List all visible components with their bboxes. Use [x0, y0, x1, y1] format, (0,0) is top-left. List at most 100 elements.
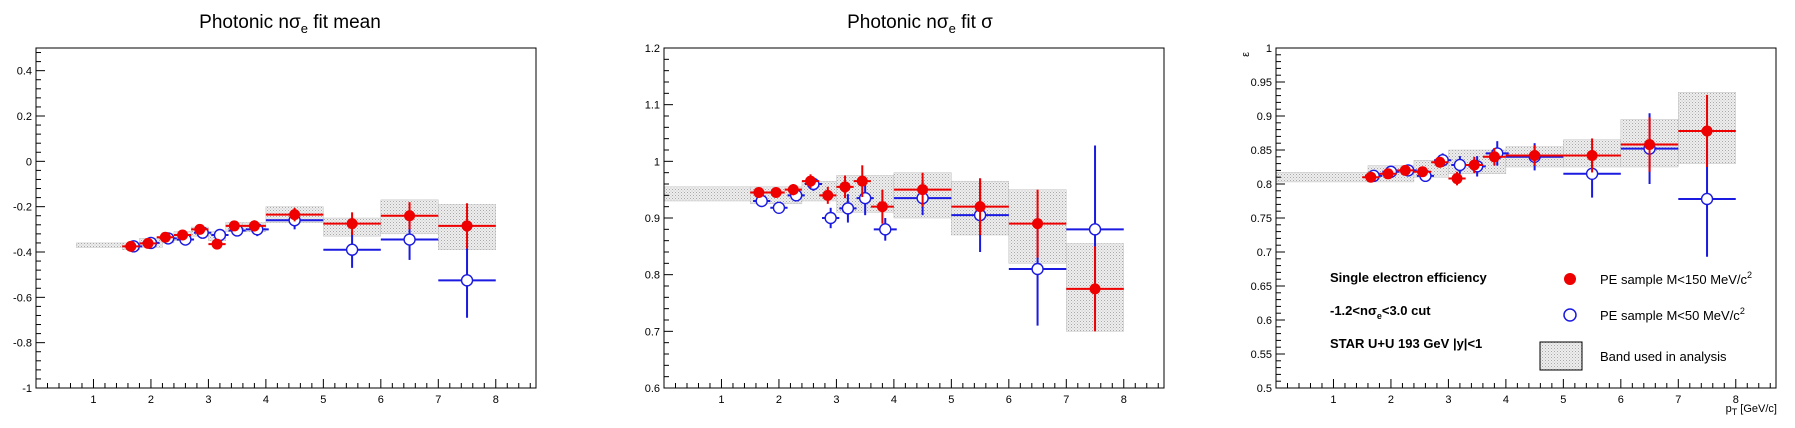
panel-1-frame [35, 47, 537, 389]
panel-1-series-filled [122, 202, 496, 252]
x-tick-label: 3 [833, 394, 839, 406]
panel-3-series-filled [1362, 94, 1736, 186]
y-tick-label: 0.7 [645, 326, 660, 338]
y-tick-label: -0.4 [13, 247, 32, 259]
x-tick-label: 2 [776, 394, 782, 406]
x-tick-label: 6 [378, 394, 384, 406]
filled-point-10 [1008, 189, 1067, 258]
filled-point-0 [750, 187, 768, 198]
filled-point-3 [173, 229, 192, 241]
y-tick-label: 0.85 [1251, 145, 1272, 157]
y-tick-label: 0.55 [1251, 349, 1272, 361]
legend-note-2: -1.2<nσe<3.0 cut [1330, 303, 1431, 321]
filled-point-1 [139, 237, 157, 249]
x-tick-label: 1 [1330, 394, 1336, 406]
x-tick-label: 8 [1121, 394, 1127, 406]
filled-point-6 [1465, 156, 1483, 174]
filled-point-1 [1379, 168, 1397, 180]
filled-point-11 [1066, 246, 1124, 332]
x-tick-label: 7 [1063, 394, 1069, 406]
x-tick-label: 4 [1503, 394, 1509, 406]
open-point-7 [873, 218, 897, 241]
panel-3: ε pT [GeV/c] 1 2 3 4 5 6 7 8 0.5 0.55 0.6 0.65 0.7 0.… [1240, 43, 1777, 417]
y-tick-label: 0.4 [17, 66, 32, 78]
filled-point-4 [191, 223, 209, 235]
legend-entry-filled: PE sample M<150 MeV/c2 [1600, 270, 1752, 287]
panel-3-axes: 1 2 3 4 5 6 7 8 0.5 0.55 0.6 0.65 0.7 0.75 0.8 0.85 0.9 0… [1251, 43, 1771, 406]
band-0 [663, 186, 751, 202]
legend-entry-band: Band used in analysis [1600, 349, 1727, 364]
panel-1-bands [76, 199, 496, 250]
filled-point-5 [836, 175, 854, 199]
x-tick-label: 6 [1006, 394, 1012, 406]
panel-3-legend: Single electron efficiency -1.2<nσe<3.0 … [1330, 270, 1752, 371]
legend-note-3: STAR U+U 193 GeV |y|<1 [1330, 336, 1482, 351]
band-0 [76, 242, 123, 248]
panel-3-ylabel: ε [1240, 52, 1252, 57]
y-tick-label: 0.8 [645, 270, 660, 282]
open-point-10 [380, 219, 439, 260]
filled-point-3 [801, 174, 820, 188]
filled-point-10 [380, 202, 439, 230]
filled-point-6 [225, 220, 243, 232]
filled-point-5 [208, 238, 226, 250]
open-point-5 [839, 194, 857, 223]
y-tick-label: 0.75 [1251, 213, 1272, 225]
filled-point-3 [1413, 166, 1432, 178]
x-tick-label: 3 [205, 394, 211, 406]
x-tick-label: 8 [493, 394, 499, 406]
filled-point-8 [265, 207, 324, 222]
y-tick-label: 0.9 [645, 213, 660, 225]
x-tick-label: 5 [320, 394, 326, 406]
filled-point-0 [1362, 171, 1380, 183]
panel-2-axes: 1 2 3 4 5 6 7 8 0.6 0.7 0.8 0.9 1 1.1 1.2 [645, 43, 1159, 406]
filled-point-7 [870, 189, 894, 224]
open-point-11 [438, 242, 496, 318]
filled-point-9 [1563, 138, 1621, 173]
y-tick-label: 0.7 [1257, 247, 1272, 259]
open-point-9 [1563, 150, 1621, 198]
open-point-9 [323, 231, 381, 268]
x-tick-label: 2 [148, 394, 154, 406]
panel-1-title: Photonic nσe fit mean [199, 12, 381, 36]
open-point-4 [822, 207, 840, 229]
filled-point-2 [1396, 164, 1414, 176]
panel-2: Photonic nσe fit σ 1 2 3 4 5 6 7 80.60.70.80.91… [645, 12, 1165, 406]
legend-marker-band [1539, 341, 1583, 371]
y-tick-label: 0.5 [1257, 383, 1272, 395]
y-tick-label: 0 [26, 156, 32, 168]
panel-1-axes: 1 2 3 4 5 6 7 8 -1 -0.8 -0.6 -0.4 -0.2 0 0.2 0.4 [13, 52, 531, 406]
filled-point-6 [853, 165, 871, 198]
x-tick-label: 7 [1675, 394, 1681, 406]
filled-point-8 [1505, 145, 1564, 166]
filled-point-11 [1678, 94, 1736, 167]
y-tick-label: 1.1 [645, 100, 660, 112]
legend-marker-filled [1564, 273, 1576, 285]
filled-point-10 [1620, 117, 1679, 172]
filled-point-5 [1448, 171, 1466, 186]
y-tick-label: -1 [22, 383, 32, 395]
panel-3-xlabel: pT [GeV/c] [1726, 403, 1777, 417]
y-tick-label: -0.2 [13, 202, 32, 214]
y-tick-label: 1 [654, 156, 660, 168]
x-tick-label: 7 [435, 394, 441, 406]
legend-entry-open: PE sample M<50 MeV/c2 [1600, 306, 1745, 323]
x-tick-label: 4 [263, 394, 269, 406]
x-tick-label: 1 [718, 394, 724, 406]
y-tick-label: 1.2 [645, 43, 660, 55]
panel-3-bands [1275, 91, 1736, 183]
filled-point-0 [122, 240, 140, 252]
y-tick-label: 0.8 [1257, 179, 1272, 191]
y-tick-label: 0.95 [1251, 77, 1272, 89]
panel-1: Photonic nσe fit mean 1 2 3 4 5 6 7 8 -1 -0.8 -0.6… [13, 12, 537, 406]
filled-point-1 [767, 187, 785, 198]
filled-point-11 [438, 203, 496, 249]
y-tick-label: 0.65 [1251, 281, 1272, 293]
filled-point-7 [1482, 147, 1506, 166]
x-tick-label: 8 [1733, 394, 1739, 406]
panel-2-bands [663, 172, 1124, 332]
y-tick-label: 0.6 [645, 383, 660, 395]
y-tick-label: -0.6 [13, 292, 32, 304]
x-tick-label: 5 [1560, 394, 1566, 406]
